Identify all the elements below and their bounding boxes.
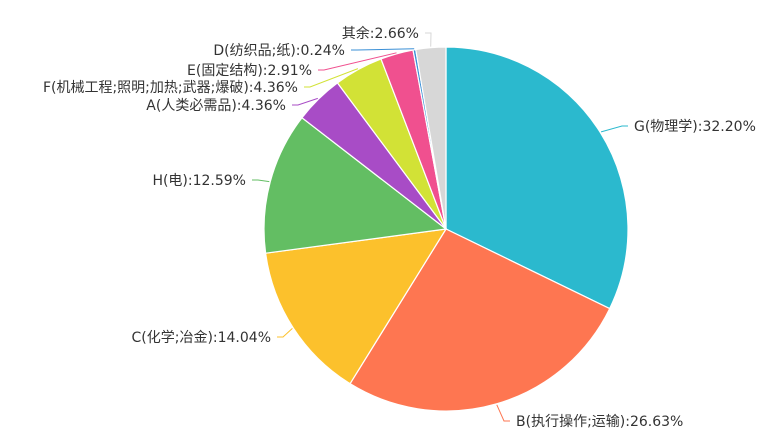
leader-line xyxy=(425,32,432,47)
pie-slice xyxy=(445,46,629,310)
leader-line xyxy=(600,125,628,133)
slice-label: E(固定结构):2.91% xyxy=(187,63,312,79)
pie-slice xyxy=(415,46,447,230)
leader-line xyxy=(351,48,415,51)
slice-label: 其余:2.66% xyxy=(342,25,419,42)
pie-slice xyxy=(349,228,611,412)
slice-label: H(电):12.59% xyxy=(152,173,246,189)
leader-line xyxy=(252,179,270,183)
leader-line xyxy=(277,328,293,338)
leader-line xyxy=(318,52,397,71)
slice-label: F(机械工程;照明;加热;武器;爆破):4.36% xyxy=(43,80,298,96)
leader-line xyxy=(496,404,510,422)
label-leader-lines xyxy=(252,32,628,422)
slice-label: G(物理学):32.20% xyxy=(634,119,756,135)
slice-label: A(人类必需品):4.36% xyxy=(146,98,286,114)
pie-slices xyxy=(263,46,629,412)
pie-slice xyxy=(264,228,448,385)
pie-slice xyxy=(263,116,448,254)
slice-labels: G(物理学):32.20% B(执行操作;运输):26.63% C(化学;冶金):1… xyxy=(43,25,756,430)
slice-label: B(执行操作;运输):26.63% xyxy=(516,414,683,430)
leader-line xyxy=(292,97,318,106)
slice-label: C(化学;冶金):14.04% xyxy=(131,330,271,346)
slice-label: D(纺织品;纸):0.24% xyxy=(213,43,345,59)
leader-line xyxy=(304,68,359,88)
